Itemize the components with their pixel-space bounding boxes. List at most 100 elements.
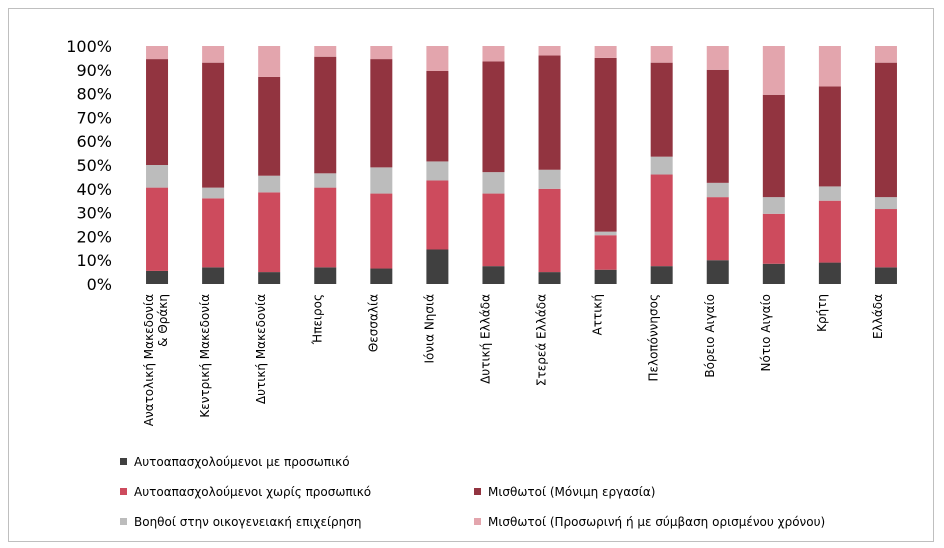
bar-segment [314,46,337,57]
bar-segment [202,198,225,268]
bar-segment [258,46,281,77]
bar-segment [762,197,785,214]
bar-segment [594,235,617,270]
legend-label: Βοηθοί στην οικογενειακή επιχείρηση [134,515,361,529]
x-category-label: Δυτική Ελλάδα [478,294,492,384]
bar-segment [314,173,337,188]
bar-segment [202,187,225,199]
bar-segment [706,182,729,198]
bar-segment [370,193,393,269]
legend-label: Μισθωτοί (Προσωρινή ή με σύμβαση ορισμέν… [488,515,825,529]
chart-frame: 0% 10% 20% 30% 40% 50% 60% 70% 80% 90% 100% Ανατολι… [8,8,934,542]
y-tick-label: 30% [76,204,112,223]
legend-swatch [120,458,127,465]
legend-label: Μισθωτοί (Μόνιμη εργασία) [488,485,655,499]
legend-swatch [474,518,481,525]
legend-label: Αυτοαπασχολούμενοι χωρίς προσωπικό [134,485,371,499]
legend-swatch [120,488,127,495]
x-category-label: Ιόνια Νησιά [422,294,436,364]
stacked-bar-chart: 0% 10% 20% 30% 40% 50% 60% 70% 80% 90% 100% Ανατολι… [66,37,897,529]
bar-segment [594,57,617,232]
bar-segment [762,263,785,284]
legend-swatch [120,518,127,525]
bar-segment [762,213,785,264]
y-tick-label: 50% [76,156,112,175]
bar-segment [538,46,561,56]
bar-segment [146,59,169,166]
bar-segment [202,46,225,63]
bar-segment [818,186,841,201]
bar-segment [706,260,729,284]
bar-segment [146,165,169,188]
bar-segment [426,249,449,284]
bar-segment [146,270,169,284]
bar-segment [202,267,225,284]
x-category-label: Αττική [591,294,605,335]
bar-segment [370,268,393,284]
bar-segment [370,59,393,168]
x-category-label: Ελλάδα [871,294,885,339]
x-category-label: Δυτική Μακεδονία [254,294,268,404]
y-tick-label: 90% [76,61,112,80]
x-category-label: Στερεά Ελλάδα [535,294,549,386]
bar-segment [426,161,449,181]
bar-segment [538,55,561,170]
y-tick-label: 10% [76,251,112,270]
bar-segment [818,200,841,263]
bar-segment [874,197,897,210]
bar-segment [370,46,393,60]
x-category-label: Θεσσαλία [366,294,380,352]
bar-segment [370,167,393,194]
bar-segment [538,169,561,189]
x-category-label: Νότιο Αιγαίο [759,294,773,371]
bar-segment [538,188,561,273]
bar-segment [874,62,897,198]
bar-segment [818,262,841,284]
bar-segment [650,156,673,175]
y-tick-label: 100% [66,37,112,56]
bar-segment [482,266,505,284]
bar-segment [426,70,449,162]
y-tick-label: 20% [76,227,112,246]
bar-segment [650,62,673,157]
bar-segment [818,46,841,87]
bar-segment [594,46,617,58]
legend-label: Αυτοαπασχολούμενοι με προσωπικό [134,455,350,469]
x-category-label: Ανατολική Μακεδονία [142,294,156,426]
bar-segment [482,193,505,267]
bar-segment [594,269,617,284]
bar-segment [706,69,729,183]
bar-segment [426,46,449,71]
bar-segment [650,46,673,63]
bar-segment [314,187,337,268]
x-category-label: Κεντρική Μακεδονία [198,294,212,418]
x-category-label: Κρήτη [815,294,829,332]
bar-segment [482,172,505,194]
x-category-label: Βόρειο Αιγαίο [703,294,717,378]
y-tick-label: 60% [76,132,112,151]
bar-segment [706,197,729,261]
bar-segment [818,86,841,187]
bar-segment [706,46,729,70]
bar-segment [650,266,673,284]
y-tick-label: 40% [76,180,112,199]
y-tick-label: 0% [87,275,112,294]
bar-segment [482,61,505,173]
bar-segment [258,175,281,193]
x-category-label: & Θράκη [156,294,170,347]
bar-segment [594,231,617,236]
bar-segment [202,62,225,188]
bar-segment [874,46,897,63]
bar-segment [258,76,281,176]
x-category-label: Πελοπόννησος [647,294,661,382]
bar-segment [426,180,449,250]
bar-segment [874,267,897,284]
bar-segment [258,192,281,273]
y-tick-label: 70% [76,108,112,127]
legend-swatch [474,488,481,495]
bar-segment [874,209,897,268]
bar-segment [314,267,337,284]
bar-segment [146,46,169,60]
bar-segment [258,272,281,284]
bar-segment [146,187,169,271]
